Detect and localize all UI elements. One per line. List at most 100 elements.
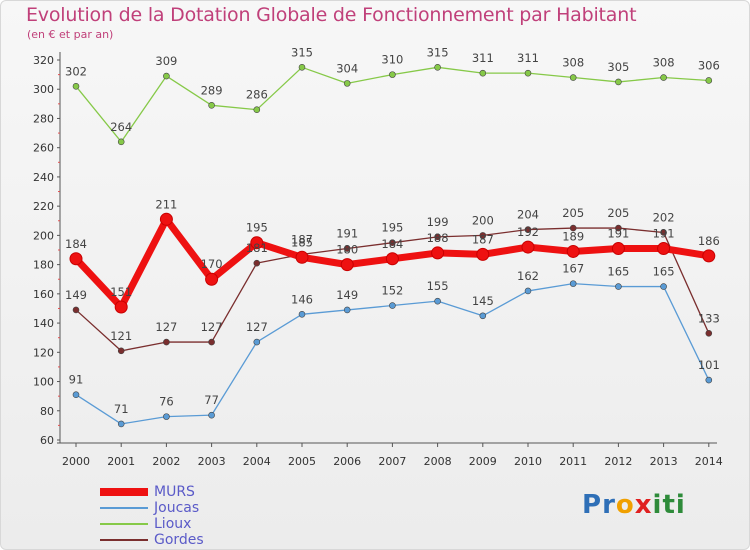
data-label-joucas: 165 <box>607 265 629 279</box>
data-point-lioux <box>615 78 622 86</box>
data-point-lioux <box>343 80 351 87</box>
legend-item-murs: MURS <box>100 484 204 500</box>
legend-swatch <box>100 507 148 509</box>
legend-label: MURS <box>154 484 195 500</box>
x-tick-label: 2010 <box>514 455 542 468</box>
data-label-joucas: 77 <box>204 393 219 407</box>
data-label-gordes: 149 <box>65 288 87 302</box>
data-point-gordes <box>660 229 667 236</box>
x-tick-label: 2011 <box>559 455 587 468</box>
x-tick-label: 2008 <box>424 455 452 468</box>
data-point-murs <box>657 242 671 256</box>
x-tick-label: 2014 <box>695 455 723 468</box>
data-label-lioux: 309 <box>155 54 177 68</box>
data-point-murs <box>205 272 219 286</box>
data-label-lioux: 306 <box>698 58 720 72</box>
x-tick-label: 2005 <box>288 455 316 468</box>
proxiti-logo: Proxiti <box>582 490 686 520</box>
data-label-murs: 195 <box>246 221 268 235</box>
data-point-gordes <box>524 226 532 233</box>
data-point-lioux <box>163 72 170 80</box>
data-label-gordes: 204 <box>517 208 539 222</box>
legend-label: Lioux <box>154 516 192 532</box>
data-label-lioux: 286 <box>246 88 268 102</box>
data-point-murs <box>521 240 535 254</box>
legend-item-joucas: Joucas <box>100 500 204 516</box>
data-label-gordes: 127 <box>201 320 223 334</box>
data-label-gordes: 181 <box>246 241 268 255</box>
data-point-murs <box>295 250 309 264</box>
data-label-murs: 180 <box>336 243 358 257</box>
data-point-joucas <box>253 338 261 346</box>
data-label-joucas: 76 <box>159 395 174 409</box>
data-point-joucas <box>705 376 713 384</box>
legend-label: Joucas <box>154 500 200 516</box>
chart-subtitle: (en € et par an) <box>27 28 114 41</box>
x-tick-label: 2002 <box>152 455 180 468</box>
logo-letter: o <box>615 490 635 520</box>
data-point-joucas <box>660 283 667 290</box>
legend-swatch <box>100 488 148 496</box>
data-point-murs <box>340 258 354 272</box>
x-tick-label: 2001 <box>107 455 135 468</box>
data-point-lioux <box>434 64 441 71</box>
data-label-joucas: 155 <box>427 279 449 293</box>
data-label-lioux: 308 <box>562 56 584 70</box>
y-tick-label: 180 <box>33 259 54 272</box>
logo-letter: x <box>634 490 653 520</box>
data-point-gordes <box>389 239 396 246</box>
data-point-joucas <box>163 413 170 420</box>
data-label-gordes: 127 <box>155 320 177 334</box>
data-point-joucas <box>479 312 487 320</box>
data-point-lioux <box>479 69 487 77</box>
data-label-lioux: 304 <box>336 61 358 75</box>
x-tick-label: 2013 <box>650 455 678 468</box>
data-point-joucas <box>117 420 125 428</box>
data-point-gordes <box>253 259 261 267</box>
data-point-joucas <box>389 302 396 309</box>
data-label-murs: 185 <box>291 235 313 249</box>
data-point-joucas <box>72 391 80 398</box>
legend-item-gordes: Gordes <box>100 532 204 548</box>
data-point-joucas <box>434 297 441 305</box>
data-label-joucas: 146 <box>291 292 313 306</box>
data-label-murs: 211 <box>155 197 177 211</box>
data-point-gordes <box>343 245 351 252</box>
data-point-joucas <box>524 287 532 295</box>
y-tick-label: 260 <box>33 142 54 155</box>
data-point-murs <box>159 212 173 226</box>
y-tick-label: 60 <box>40 434 54 447</box>
data-point-gordes <box>117 347 125 355</box>
logo-letter: i <box>675 490 686 520</box>
data-point-gordes <box>705 330 713 337</box>
data-point-murs <box>431 246 445 260</box>
series-line-lioux <box>75 66 710 143</box>
data-label-murs: 184 <box>381 237 403 251</box>
x-tick-label: 2004 <box>243 455 271 468</box>
y-tick-label: 160 <box>33 288 54 301</box>
data-label-joucas: 162 <box>517 269 539 283</box>
data-label-gordes: 199 <box>427 215 449 229</box>
data-point-lioux <box>253 106 261 113</box>
legend-swatch <box>100 523 148 525</box>
data-label-murs: 191 <box>653 227 675 241</box>
chart-legend: MURS Joucas Lioux Gordes <box>100 484 204 548</box>
data-point-gordes <box>479 232 487 239</box>
y-tick-label: 280 <box>33 112 54 125</box>
data-point-gordes <box>163 338 170 346</box>
data-label-murs: 192 <box>517 225 539 239</box>
data-label-gordes: 205 <box>607 206 629 220</box>
data-label-lioux: 289 <box>201 83 223 97</box>
data-label-joucas: 152 <box>381 284 403 298</box>
data-label-gordes: 202 <box>653 210 675 224</box>
data-label-gordes: 205 <box>562 206 584 220</box>
data-label-lioux: 311 <box>472 51 494 65</box>
data-label-gordes: 200 <box>472 213 494 227</box>
data-point-murs <box>69 252 83 266</box>
data-point-murs <box>114 300 128 314</box>
y-tick-label: 300 <box>33 83 54 96</box>
data-point-lioux <box>389 71 396 78</box>
data-label-joucas: 91 <box>69 373 84 387</box>
data-point-gordes <box>208 338 215 346</box>
data-label-joucas: 145 <box>472 294 494 308</box>
